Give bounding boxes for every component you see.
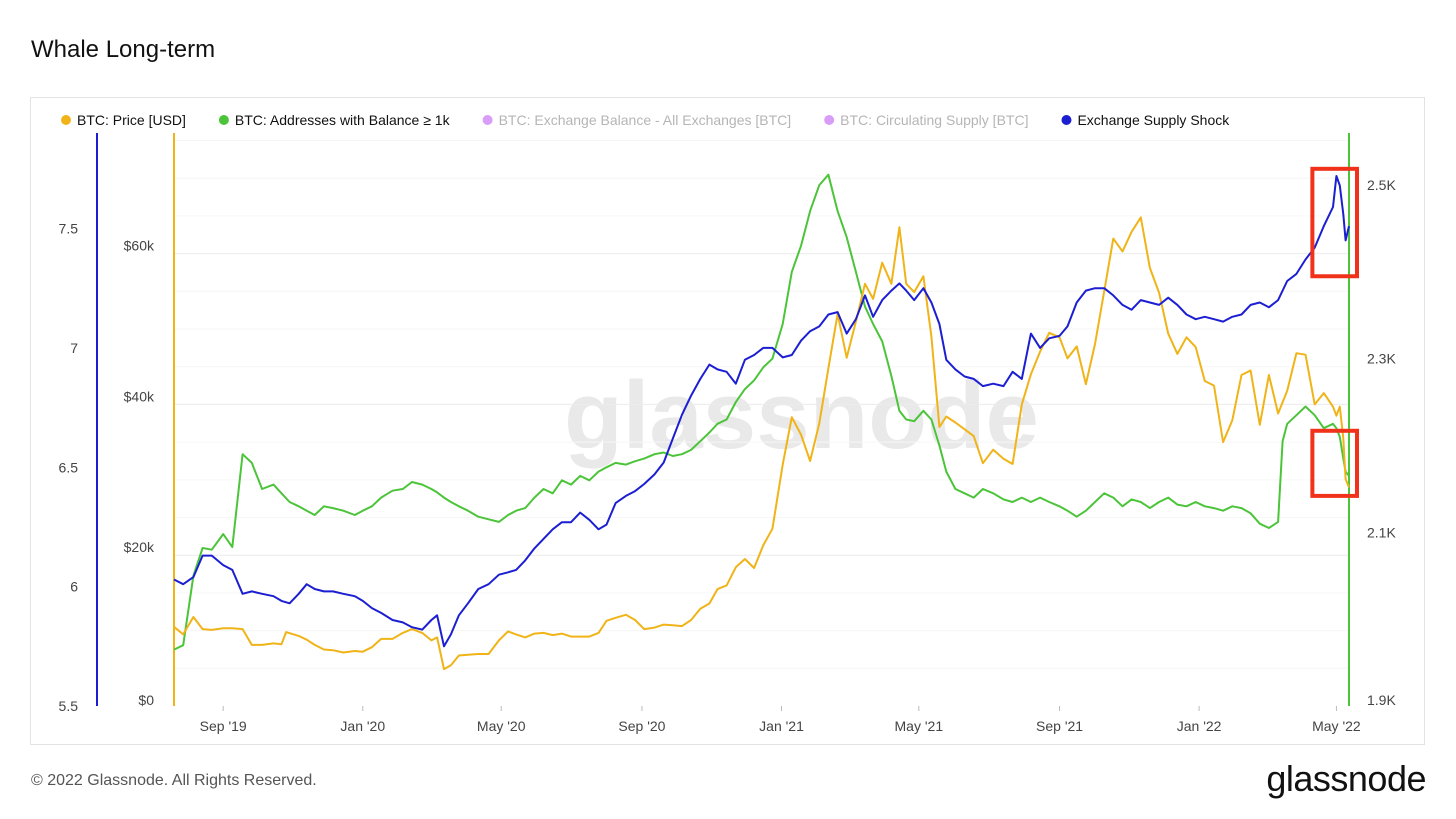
watermark: glassnode [564, 362, 1039, 469]
glassnode-logo[interactable]: glassnode [1266, 758, 1426, 799]
ess-tick-label: 6 [70, 579, 78, 595]
whales-tick-label: 1.9K [1367, 692, 1396, 708]
x-tick-label: Jan '21 [759, 718, 804, 734]
ess-tick-label: 6.5 [59, 459, 79, 475]
price-tick-label: $0 [138, 692, 154, 708]
series-line-whales [173, 173, 1350, 651]
ess-tick-label: 5.5 [59, 698, 79, 714]
chart: glassnode 5.5 6 6.5 7 7.5 $0 $20k $40k $60k 1.9K 2.… [59, 112, 1397, 734]
chart-frame: glassnode 5.5 6 6.5 7 7.5 $0 $20k $40k $60k 1.9K 2.… [30, 97, 1425, 745]
whales-tick-label: 2.1K [1367, 524, 1396, 540]
x-tick-label: Jan '22 [1177, 718, 1222, 734]
page-title: Whale Long-term [31, 36, 216, 63]
price-tick-label: $60k [124, 238, 155, 254]
legend-item-price[interactable]: BTC: Price [USD] [77, 112, 186, 128]
x-tick-label: Sep '21 [1036, 718, 1083, 734]
price-tick-label: $20k [124, 539, 155, 555]
legend-dot-ess[interactable] [1061, 115, 1072, 125]
ess-tick-label: 7.5 [59, 221, 79, 237]
series-line-ess [173, 175, 1350, 648]
x-tick-label: Sep '20 [618, 718, 665, 734]
x-tick-label: Jan '20 [340, 718, 385, 734]
x-tick-label: May '22 [1312, 718, 1361, 734]
legend-item-whales[interactable]: BTC: Addresses with Balance ≥ 1k [235, 112, 451, 128]
series-line-price [173, 216, 1350, 671]
x-tick-label: May '20 [477, 718, 526, 734]
highlight-box-ess [1310, 166, 1360, 279]
legend-dot-whales[interactable] [218, 115, 229, 125]
legend-item-circ_supply[interactable]: BTC: Circulating Supply [BTC] [840, 112, 1028, 128]
ess-tick-label: 7 [70, 340, 78, 356]
legend-dot-exchange_balance[interactable] [482, 115, 493, 125]
whales-tick-label: 2.5K [1367, 177, 1396, 193]
whales-tick-label: 2.3K [1367, 351, 1396, 367]
highlight-box-whales [1310, 428, 1360, 498]
x-tick-label: May '21 [895, 718, 944, 734]
x-tick-label: Sep '19 [200, 718, 247, 734]
legend-dot-circ_supply[interactable] [824, 115, 835, 125]
price-tick-label: $40k [124, 388, 155, 404]
legend-item-exchange_balance[interactable]: BTC: Exchange Balance - All Exchanges [B… [499, 112, 792, 128]
legend-dot-price[interactable] [61, 115, 71, 125]
legend-item-ess[interactable]: Exchange Supply Shock [1077, 112, 1230, 128]
copyright-text: © 2022 Glassnode. All Rights Reserved. [31, 772, 317, 789]
